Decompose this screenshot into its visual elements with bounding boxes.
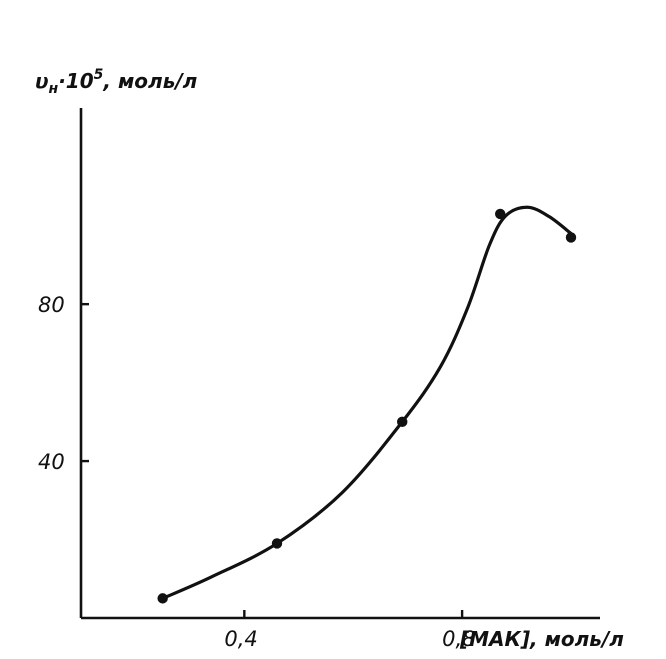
data-point	[157, 593, 168, 604]
y-axis-superscript: 5	[94, 67, 104, 83]
y-tick-label: 40	[38, 450, 65, 474]
data-point	[495, 208, 506, 220]
y-tick-label: 80	[38, 293, 65, 317]
x-tick-label: 0,4	[224, 627, 257, 651]
x-tick-label: 0,8	[442, 627, 475, 651]
data-point	[397, 416, 408, 428]
y-axis-exponent-base: ·10	[58, 69, 94, 93]
data-point	[565, 232, 577, 243]
y-axis-unit: , моль/л	[102, 69, 197, 93]
ticks: 0,4 0,8 40 80	[38, 293, 476, 651]
y-axis-label: υн·105, моль/л	[35, 67, 198, 97]
data-point	[271, 538, 283, 549]
x-axis-label: [МАК], моль/л	[459, 627, 624, 651]
y-axis-symbol: υ	[35, 69, 49, 93]
series-curve	[161, 205, 573, 600]
data-points	[157, 208, 577, 604]
axes	[79, 108, 600, 620]
y-axis-subscript: н	[49, 81, 59, 97]
